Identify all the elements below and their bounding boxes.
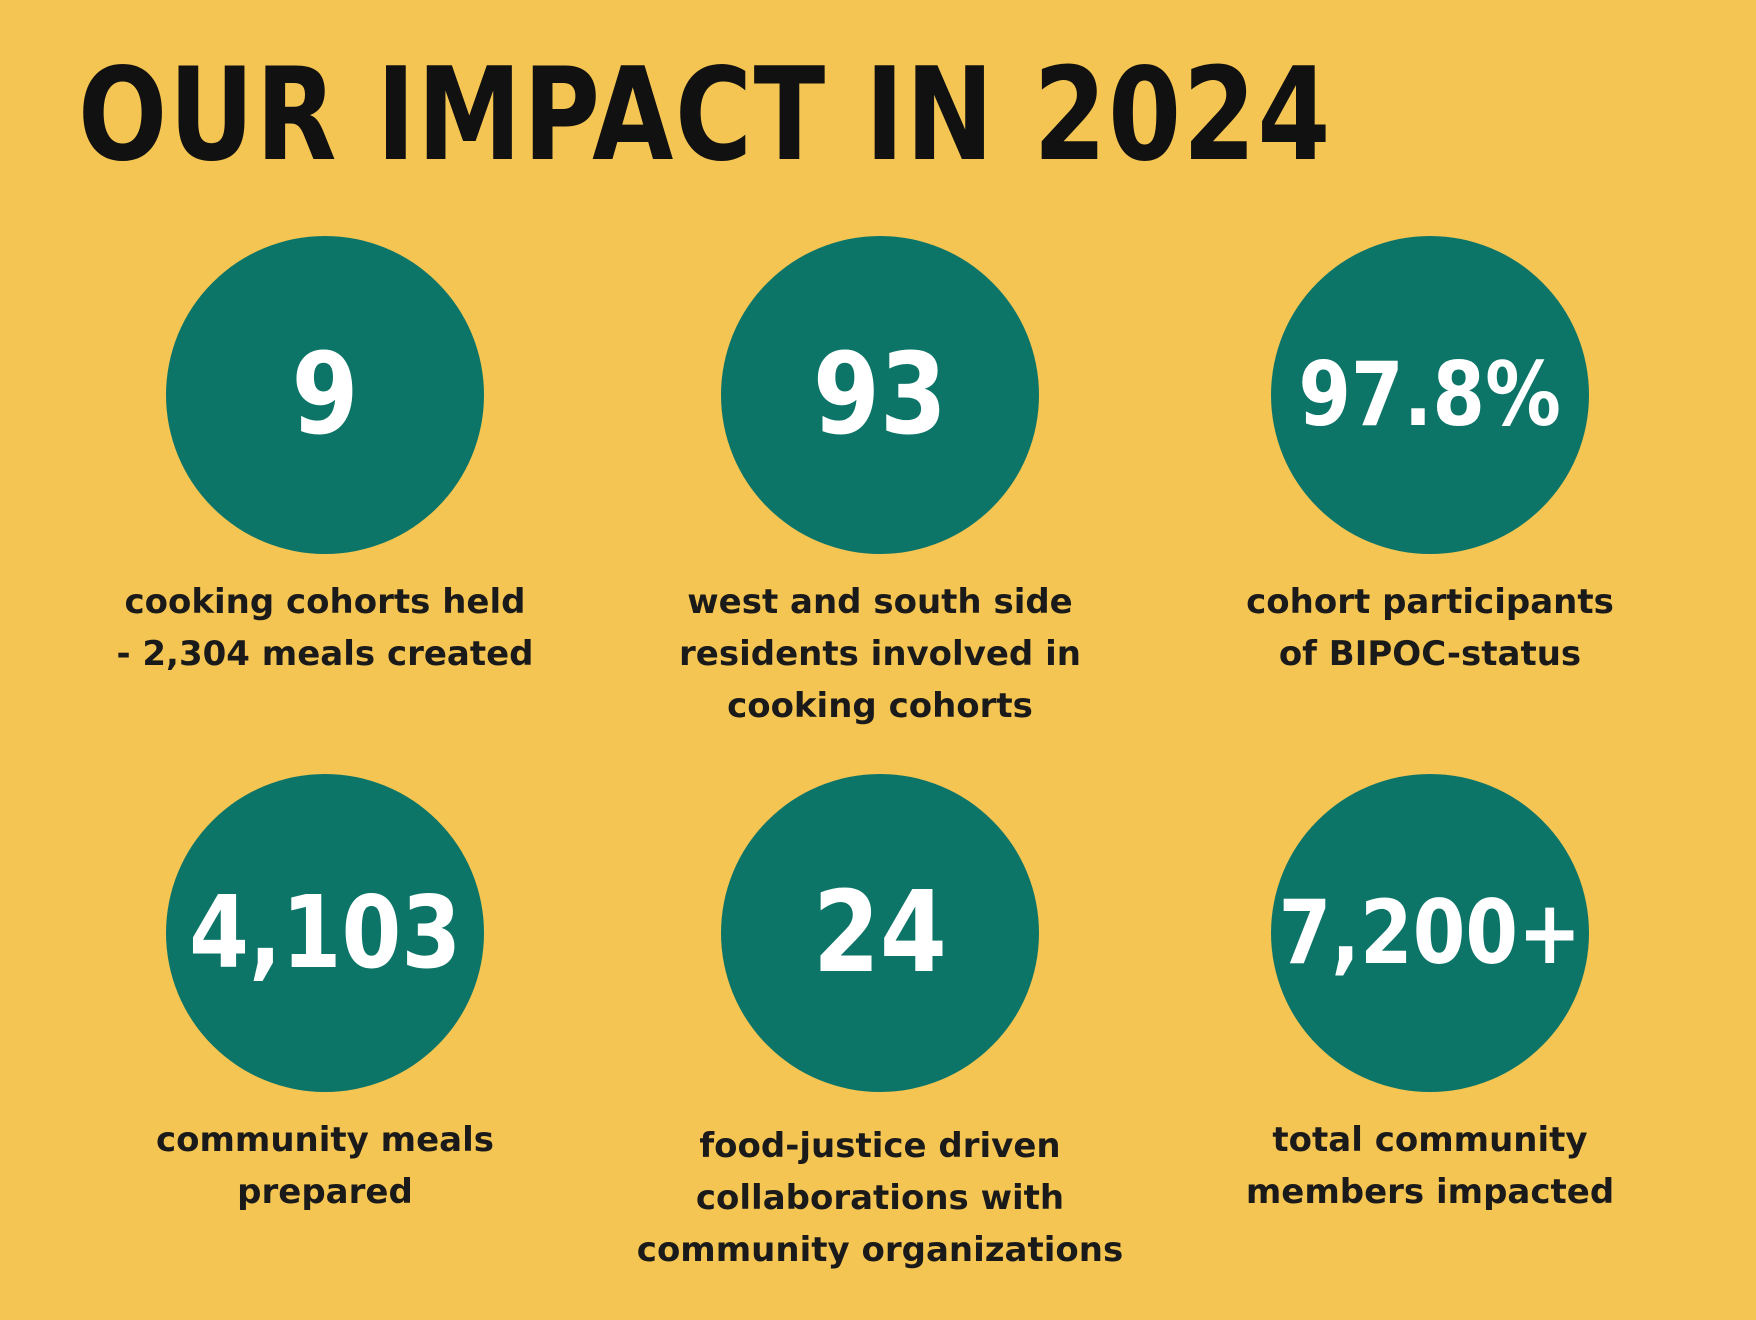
caption-line: food-justice driven: [699, 1126, 1061, 1166]
caption-line: cooking cohorts held: [124, 582, 526, 622]
stat-caption: cooking cohorts held - 2,304 meals creat…: [116, 576, 533, 680]
caption-line: prepared: [237, 1172, 413, 1212]
caption-line: cohort participants: [1246, 582, 1614, 622]
stat-bipoc-participants: 97.8% cohort participants of BIPOC-statu…: [1150, 236, 1710, 680]
stat-circle: 7,200+: [1271, 774, 1589, 1092]
stat-value: 7,200+: [1278, 881, 1582, 984]
stat-circle: 97.8%: [1271, 236, 1589, 554]
caption-line: residents involved in: [679, 634, 1081, 674]
stat-members-impacted: 7,200+ total community members impacted: [1150, 774, 1710, 1218]
stat-caption: food-justice driven collaborations with …: [637, 1120, 1123, 1276]
caption-line: of BIPOC-status: [1278, 634, 1582, 674]
stat-circle: 4,103: [166, 774, 484, 1092]
stat-circle: 93: [721, 236, 1039, 554]
stat-value: 9: [291, 330, 359, 460]
caption-line: community meals: [155, 1120, 494, 1160]
stat-collaborations: 24 food-justice driven collaborations wi…: [600, 774, 1160, 1276]
stat-community-meals: 4,103 community meals prepared: [45, 774, 605, 1218]
caption-line: members impacted: [1245, 1172, 1615, 1212]
stat-residents-involved: 93 west and south side residents involve…: [600, 236, 1160, 732]
stat-value: 24: [812, 868, 948, 998]
caption-line: - 2,304 meals created: [116, 634, 534, 674]
stat-caption: total community members impacted: [1246, 1114, 1614, 1218]
stat-value: 97.8%: [1298, 343, 1562, 446]
stat-value: 4,103: [188, 874, 462, 991]
stat-circle: 24: [721, 774, 1039, 1092]
stat-caption: community meals prepared: [156, 1114, 494, 1218]
stat-cohorts-held: 9 cooking cohorts held - 2,304 meals cre…: [45, 236, 605, 680]
stat-circle: 9: [166, 236, 484, 554]
caption-line: collaborations with: [695, 1178, 1065, 1218]
caption-line: community organizations: [636, 1230, 1124, 1270]
caption-line: west and south side: [687, 582, 1073, 622]
caption-line: cooking cohorts: [727, 686, 1033, 726]
stat-caption: cohort participants of BIPOC-status: [1246, 576, 1614, 680]
page-title: OUR IMPACT IN 2024: [78, 41, 1333, 190]
caption-line: total community: [1272, 1120, 1588, 1160]
stat-caption: west and south side residents involved i…: [679, 576, 1081, 732]
stat-value: 93: [812, 330, 948, 460]
